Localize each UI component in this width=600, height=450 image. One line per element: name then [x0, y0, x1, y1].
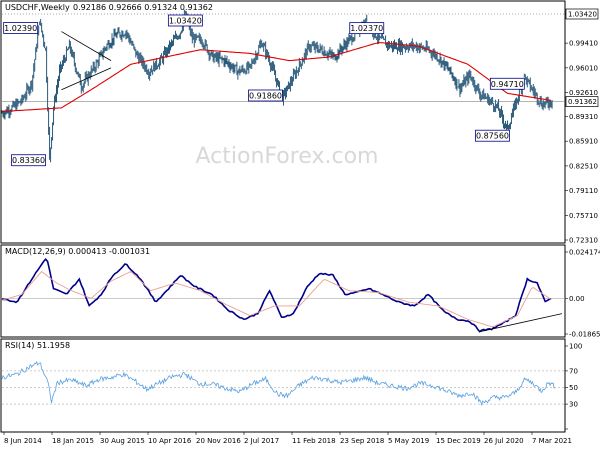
x-tick-label: 11 Feb 2018	[292, 437, 336, 445]
price-annotation-box	[167, 14, 203, 27]
x-tick-label: 7 Mar 2021	[532, 437, 572, 445]
macd-y-tick-label: 0.00	[569, 295, 585, 303]
price-annotation-label: 0.91860	[249, 91, 282, 100]
price-annotation: 0.94710	[489, 77, 525, 90]
price-trendline	[61, 31, 112, 61]
price-annotation: 1.02370	[349, 22, 385, 35]
price-y-tick-label: 0.79110	[569, 187, 598, 195]
price-trendline	[61, 67, 112, 91]
price-y-tick-label: 0.89310	[569, 113, 598, 121]
axes: 0.99410 0.96010 0.92610 0.89310 0.85910 0.825…	[3, 8, 600, 445]
price-header-title: USDCHF,Weekly	[5, 3, 70, 12]
top-price-box	[565, 8, 599, 20]
price-annotation-box	[489, 77, 525, 90]
price-annotation-label: 1.03420	[169, 17, 202, 26]
price-header-ohlc: 0.92186 0.92666 0.91324 0.91362	[73, 3, 213, 12]
top-price-label: 1.03420	[568, 11, 597, 19]
current-price-label: 0.91362	[568, 98, 597, 106]
price-y-tick-label: 0.99410	[569, 40, 598, 48]
macd-y-tick-label: -0.018653	[569, 331, 600, 339]
price-annotation: 0.87560	[475, 129, 510, 142]
price-annotation-box	[475, 129, 510, 142]
price-y-tick-label: 0.92610	[569, 89, 598, 97]
macd-signal-line	[1, 270, 552, 328]
price-annotation-label: 0.87560	[476, 132, 509, 141]
x-tick-label: 5 May 2019	[388, 437, 429, 445]
rsi-y-tick-label: 70	[569, 367, 578, 375]
price-y-tick-label: 0.72310	[569, 237, 598, 245]
rsi-header: RSI(14) 51.1958	[5, 341, 70, 350]
x-tick-label: 10 Apr 2016	[148, 437, 192, 445]
x-tick-label: 20 Nov 2016	[196, 437, 241, 445]
macd-trendline	[479, 313, 563, 333]
price-annotation-label: 1.02370	[350, 24, 383, 33]
price-y-tick-label: 0.75710	[569, 212, 598, 220]
x-tick-label: 2 Jul 2017	[244, 437, 279, 445]
macd-header: MACD(12,26,9) 0.000413 -0.001031	[5, 247, 150, 256]
moving-average-line	[1, 41, 552, 113]
rsi-y-tick-label: 50	[569, 384, 578, 392]
x-tick-label: 8 Jun 2014	[4, 437, 42, 445]
price-panel-frame	[0, 0, 566, 244]
current-price-box	[565, 96, 599, 107]
price-annotation-box	[11, 154, 46, 167]
macd-panel-frame	[0, 244, 566, 338]
rsi-y-tick-label: 30	[569, 401, 578, 409]
price-annotation-box	[248, 89, 283, 102]
watermark: ActionForex.com	[196, 144, 379, 169]
price-annotation: 1.02390	[3, 22, 39, 34]
price-annotation: 0.91860	[248, 89, 283, 102]
price-y-tick-label: 0.96010	[569, 64, 598, 72]
rsi-y-tick-label: 100	[569, 343, 582, 351]
price-annotation-label: 1.02390	[4, 24, 37, 33]
price-annotation: 1.03420	[167, 14, 203, 27]
rsi-line	[1, 360, 556, 407]
price-annotation-label: 0.94710	[491, 80, 524, 89]
price-y-tick-label: 0.82510	[569, 162, 598, 170]
x-tick-label: 23 Sep 2018	[340, 437, 384, 445]
x-tick-label: 15 Dec 2019	[436, 437, 481, 445]
price-annotation-box	[349, 22, 385, 35]
x-tick-label: 26 Jul 2020	[484, 437, 524, 445]
price-annotation: 0.83360	[11, 154, 46, 167]
x-tick-label: 30 Aug 2015	[100, 437, 145, 445]
rsi-panel-frame	[0, 338, 566, 433]
x-tick-label: 18 Jan 2015	[52, 437, 94, 445]
price-y-tick-label: 0.85910	[569, 138, 598, 146]
price-annotation-box	[3, 22, 39, 34]
macd-series	[1, 257, 565, 333]
macd-y-tick-label: 0.024174	[569, 249, 600, 257]
price-annotation-label: 0.83360	[12, 156, 45, 165]
rsi-series	[1, 360, 565, 407]
price-series: 1.02390 0.83360 1.03420 1.02370 0.91860 0.947…	[1, 9, 565, 167]
